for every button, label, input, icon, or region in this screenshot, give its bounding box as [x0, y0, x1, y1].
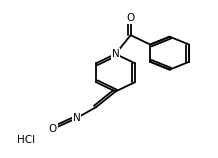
Text: O: O [49, 124, 57, 134]
Text: N: N [73, 113, 80, 123]
Text: N: N [112, 49, 119, 59]
Text: HCl: HCl [17, 135, 35, 145]
Text: O: O [126, 13, 135, 23]
